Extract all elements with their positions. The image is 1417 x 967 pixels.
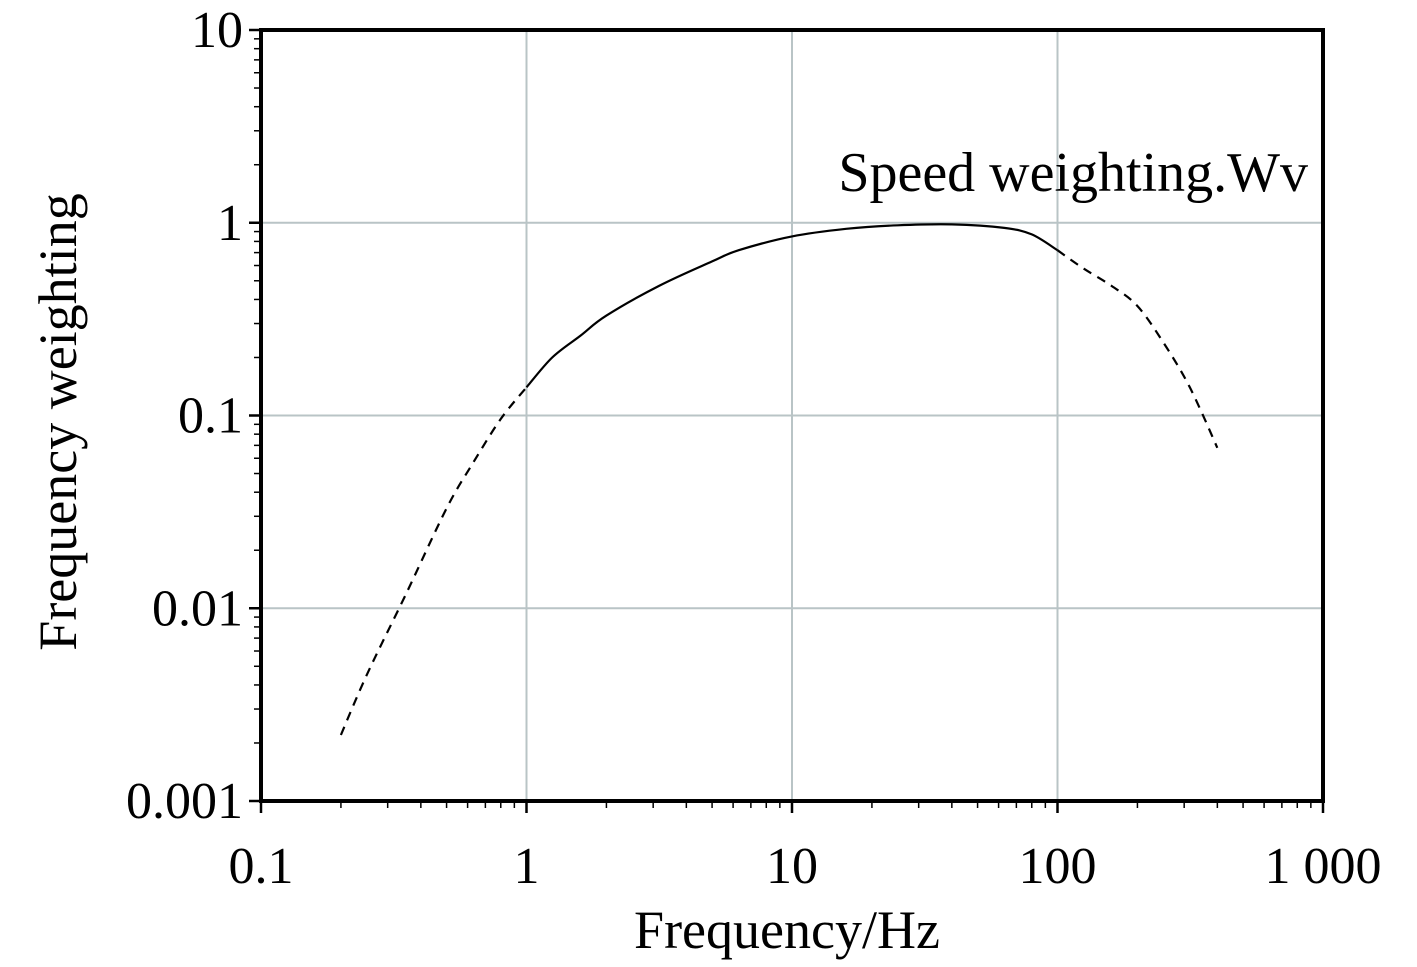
x-axis-title: Frequency/Hz xyxy=(634,900,940,960)
major-ticks xyxy=(249,28,1325,813)
y-tick-label: 10 xyxy=(191,2,243,59)
y-tick-label: 0.1 xyxy=(178,388,243,445)
y-tick-label: 0.001 xyxy=(126,773,243,830)
y-tick-label: 0.01 xyxy=(152,580,243,637)
y-axis-title: Frequency weighting xyxy=(28,193,88,650)
y-tick-labels: 0.001 0.01 0.1 1 10 xyxy=(126,2,243,830)
curve-segment-solid xyxy=(525,223,1059,389)
x-tick-label: 0.1 xyxy=(229,838,294,895)
x-tick-label: 100 xyxy=(1019,838,1097,895)
curve-segment-dashed xyxy=(1056,249,1219,449)
y-tick-label: 1 xyxy=(217,195,243,252)
x-tick-label: 10 xyxy=(766,838,818,895)
grid-lines xyxy=(261,30,1323,801)
speed-weighting-curve xyxy=(339,223,1219,736)
x-tick-label: 1 000 xyxy=(1265,838,1382,895)
x-tick-label: 1 xyxy=(514,838,540,895)
curve-segment-dashed xyxy=(339,386,528,736)
series-annotation: Speed weighting.Wv xyxy=(838,142,1308,204)
x-tick-labels: 0.1 1 10 100 1 000 xyxy=(229,838,1382,895)
